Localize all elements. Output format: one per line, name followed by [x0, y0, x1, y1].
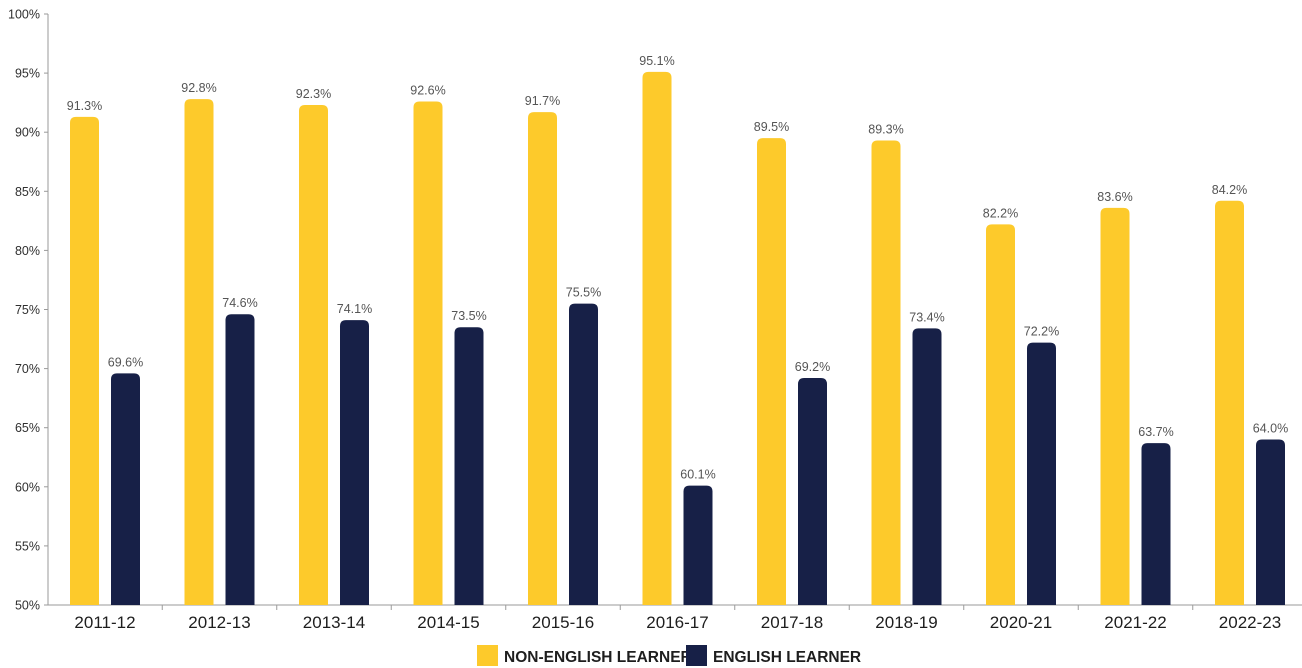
bar-english-learner — [1141, 443, 1171, 605]
bar-english-learner — [340, 320, 369, 605]
bar-non-english-learner — [642, 71, 672, 606]
bar-english-learner — [683, 485, 713, 605]
bar-english-learner — [111, 373, 140, 605]
y-tick-label: 100% — [8, 8, 40, 22]
bar-value-label: 73.4% — [909, 310, 944, 324]
bar-english-learner — [569, 303, 598, 605]
bar-non-english-learner — [413, 101, 443, 605]
y-tick-label: 55% — [15, 539, 40, 553]
bar-non-english-learner — [528, 112, 557, 605]
x-tick-label: 2016-17 — [646, 613, 708, 632]
y-tick-label: 50% — [15, 599, 40, 613]
legend-swatch-non-english-learner — [477, 645, 498, 666]
bar-value-label: 92.3% — [296, 87, 331, 101]
y-tick-label: 75% — [15, 303, 40, 317]
y-tick-label: 90% — [15, 126, 40, 140]
x-tick-label: 2021-22 — [1104, 613, 1166, 632]
y-tick-label: 95% — [15, 67, 40, 81]
x-tick-label: 2018-19 — [875, 613, 937, 632]
bar-english-learner — [912, 328, 942, 605]
y-tick-label: 60% — [15, 480, 40, 494]
bar-value-label: 84.2% — [1212, 183, 1247, 197]
bar-value-label: 92.6% — [410, 83, 445, 97]
x-tick-label: 2020-21 — [990, 613, 1052, 632]
bar-value-label: 95.1% — [639, 54, 674, 68]
bar-value-label: 92.8% — [181, 81, 216, 95]
bar-value-label: 83.6% — [1097, 190, 1132, 204]
y-tick-label: 85% — [15, 185, 40, 199]
x-tick-label: 2014-15 — [417, 613, 479, 632]
bar-value-label: 69.6% — [108, 355, 143, 369]
bar-value-label: 64.0% — [1253, 422, 1288, 436]
bar-value-label: 73.5% — [451, 309, 486, 323]
x-tick-label: 2015-16 — [532, 613, 594, 632]
y-tick-label: 70% — [15, 362, 40, 376]
bar-english-learner — [1256, 439, 1285, 605]
bar-value-label: 75.5% — [566, 286, 601, 300]
bar-non-english-learner — [1215, 200, 1244, 606]
bar-value-label: 82.2% — [983, 206, 1018, 220]
bar-value-label: 69.2% — [795, 360, 830, 374]
legend-label: NON-ENGLISH LEARNER — [504, 649, 692, 666]
bar-non-english-learner — [1100, 207, 1130, 605]
bar-english-learner — [454, 327, 484, 605]
x-tick-label: 2013-14 — [303, 613, 365, 632]
bar-non-english-learner — [871, 140, 901, 605]
bar-value-label: 63.7% — [1138, 425, 1173, 439]
bar-value-label: 74.1% — [337, 302, 372, 316]
y-tick-label: 80% — [15, 244, 40, 258]
bar-english-learner — [1027, 342, 1056, 605]
x-tick-label: 2022-23 — [1219, 613, 1281, 632]
bar-non-english-learner — [184, 99, 214, 605]
bar-non-english-learner — [299, 105, 328, 605]
bar-english-learner — [798, 378, 827, 605]
legend-swatch-english-learner — [686, 645, 707, 666]
bar-non-english-learner — [70, 116, 99, 606]
legend-label: ENGLISH LEARNER — [713, 649, 861, 666]
bar-value-label: 91.3% — [67, 99, 102, 113]
x-tick-label: 2011-12 — [74, 613, 135, 632]
x-tick-label: 2017-18 — [761, 613, 823, 632]
bar-non-english-learner — [986, 224, 1015, 605]
bar-value-label: 89.3% — [868, 122, 903, 136]
bar-value-label: 91.7% — [525, 94, 560, 108]
bar-value-label: 60.1% — [680, 468, 715, 482]
bar-value-label: 74.6% — [222, 296, 257, 310]
bar-value-label: 89.5% — [754, 120, 789, 134]
bar-english-learner — [225, 314, 255, 605]
bar-non-english-learner — [757, 138, 786, 606]
x-tick-label: 2012-13 — [188, 613, 250, 632]
y-tick-label: 65% — [15, 421, 40, 435]
bar-value-label: 72.2% — [1024, 325, 1059, 339]
